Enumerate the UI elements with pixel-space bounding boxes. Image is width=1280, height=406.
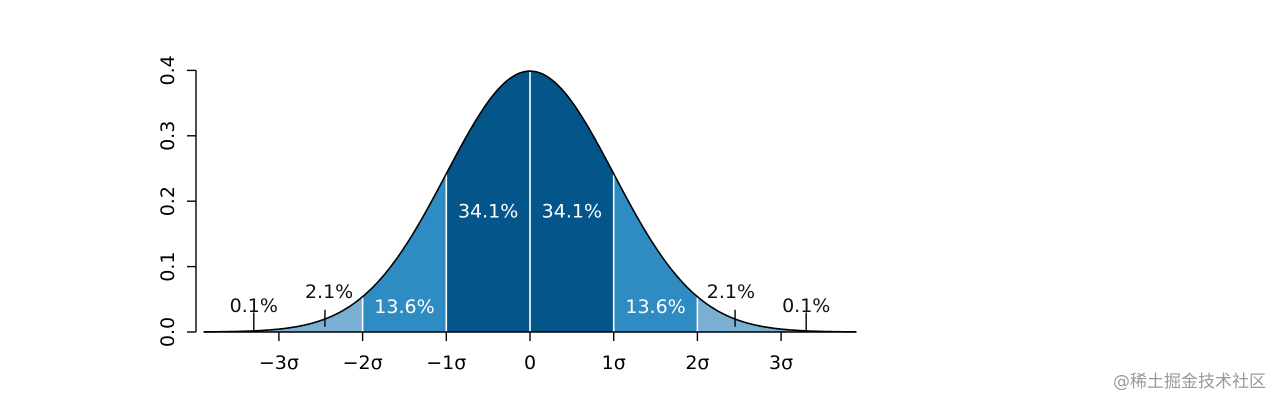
axes: 0.0 0.1 0.2 0.3 0.4 −3σ −2σ −1σ 0 1σ 2σ 3σ: [157, 55, 857, 374]
watermark: @稀土掘金技术社区: [1113, 372, 1266, 392]
y-tick-label: 0.1: [157, 251, 179, 281]
x-tick-label: −1σ: [426, 352, 466, 374]
region-labels: 34.1% 34.1% 13.6% 13.6% 2.1% 2.1% 0.1% 0.1%: [230, 201, 831, 318]
region-label: 2.1%: [305, 281, 353, 303]
x-tick-label: 3σ: [769, 352, 793, 374]
region-label: 34.1%: [458, 201, 518, 223]
region-label: 2.1%: [707, 281, 755, 303]
y-tick-label: 0.3: [157, 121, 179, 151]
y-tick-label: 0.2: [157, 186, 179, 216]
region-label: 13.6%: [625, 296, 685, 318]
band-dividers: [361, 71, 699, 332]
region-label: 0.1%: [230, 295, 278, 317]
x-tick-label: 0: [524, 352, 536, 374]
region-label: 13.6%: [374, 296, 434, 318]
region-label: 0.1%: [782, 295, 830, 317]
x-tick-label: −2σ: [343, 352, 383, 374]
density-curve: [203, 70, 857, 333]
band-0: [203, 296, 363, 332]
x-tick-label: 2σ: [685, 352, 709, 374]
x-tick-label: 1σ: [602, 352, 626, 374]
leader-lines: [253, 309, 807, 331]
band-5: [697, 296, 857, 332]
y-tick-label: 0.0: [157, 317, 179, 347]
y-tick-label: 0.4: [157, 55, 179, 85]
region-label: 34.1%: [542, 201, 602, 223]
x-tick-label: −3σ: [259, 352, 299, 374]
